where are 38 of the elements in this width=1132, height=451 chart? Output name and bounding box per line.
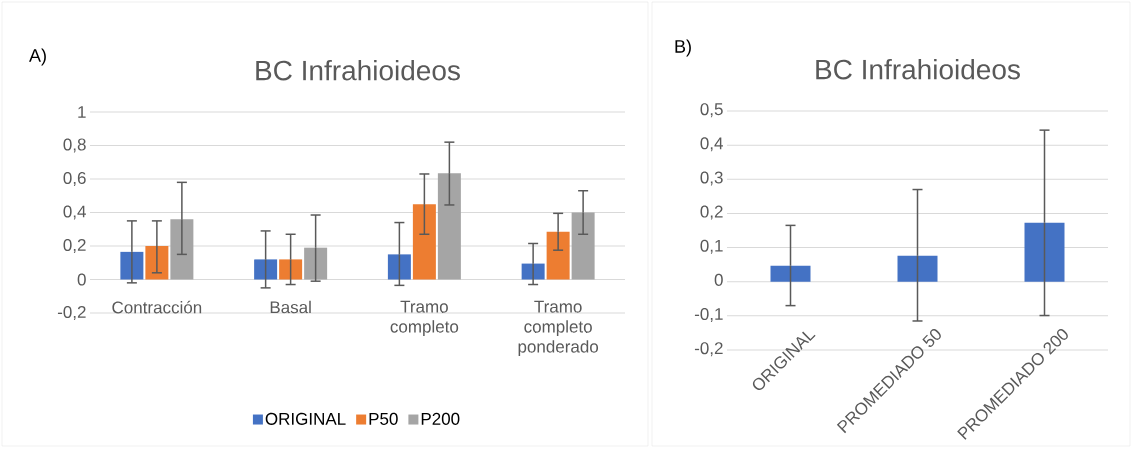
y-tick-label: -0,2 <box>694 342 723 357</box>
y-tick-label: 0,8 <box>63 138 86 153</box>
bar <box>387 254 411 280</box>
y-tick-label: 0,1 <box>700 239 723 254</box>
bar <box>897 255 938 282</box>
bar <box>412 204 436 280</box>
x-tick-label: Basal <box>270 300 311 314</box>
y-tick-label: 0,3 <box>700 171 723 186</box>
y-tick-label: 0,5 <box>700 103 723 118</box>
chart-title: BC Infrahioideos <box>256 59 460 81</box>
y-tick-label: 0 <box>714 273 723 286</box>
y-tick-label: 0 <box>77 273 86 286</box>
y-tick-label: 0,4 <box>63 205 86 220</box>
y-tick-label: 0,6 <box>63 171 86 187</box>
y-tick-label: 0,2 <box>63 238 86 254</box>
bar <box>1024 222 1065 282</box>
y-tick-label: -0,1 <box>694 307 723 323</box>
x-tick-label: Tramo completo <box>390 300 459 337</box>
bar <box>279 259 303 280</box>
y-tick-label: 1 <box>78 106 86 118</box>
x-tick-label: Contracción <box>112 300 202 314</box>
y-tick-label: 0,4 <box>700 137 723 152</box>
bar <box>546 231 570 280</box>
bar <box>437 173 461 280</box>
legend-label: P50 <box>369 412 398 425</box>
y-tick-label: -0,2 <box>57 305 86 321</box>
text: A) <box>29 48 46 66</box>
chart-title: BC Infrahioideos <box>816 58 1020 80</box>
text: B) <box>675 39 691 57</box>
bar <box>254 259 278 280</box>
x-tick-label: Tramo completo ponderado <box>518 300 599 357</box>
y-tick-label: 0,2 <box>700 205 723 220</box>
bar <box>521 263 545 280</box>
bar <box>120 251 144 280</box>
bar <box>571 212 595 280</box>
bar <box>770 265 811 282</box>
legend-label: ORIGINAL <box>265 412 346 425</box>
legend-label: P200 <box>421 412 460 425</box>
